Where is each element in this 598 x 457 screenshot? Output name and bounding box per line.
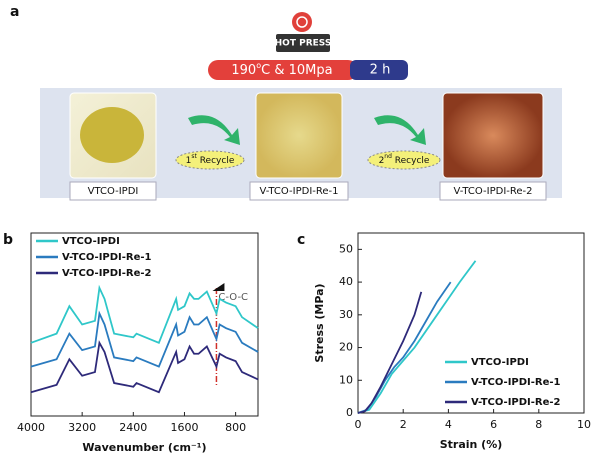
recycle-label: 2nd Recycle <box>379 153 430 166</box>
y-tick-label: 20 <box>339 341 353 354</box>
arrow <box>188 115 240 145</box>
y-tick-label: 0 <box>346 406 353 419</box>
recycle-sup: nd <box>384 153 392 160</box>
sample-box <box>439 181 547 201</box>
panel-label: a <box>10 4 19 20</box>
press-label: HOT PRESS <box>275 39 332 49</box>
sample-label: V-TCO-IPDI-Re-2 <box>453 186 532 197</box>
recycle-number: 1 <box>186 156 192 166</box>
temp-number: 190 <box>231 63 256 78</box>
panel-label: c <box>297 232 305 248</box>
x-tick-label: 0 <box>355 418 362 431</box>
sample-label: V-TCO-IPDI-Re-1 <box>259 186 338 197</box>
series-line <box>357 260 477 414</box>
hot-press-icon: HOT PRESS <box>275 12 332 52</box>
series-line <box>30 310 259 368</box>
y-tick-label: 40 <box>339 275 353 288</box>
recycle-oval <box>367 150 441 170</box>
series-line <box>30 284 259 344</box>
sample-box <box>249 181 349 201</box>
x-tick-label: 4 <box>445 418 452 431</box>
temp-sup: o <box>256 61 261 70</box>
plot-frame <box>30 232 259 417</box>
time-bar <box>350 60 408 80</box>
condition-text: 190oC & 10Mpa <box>231 61 332 78</box>
y-axis-label: Stress (MPa) <box>313 283 326 362</box>
recycle-number: 2 <box>379 156 385 166</box>
sample-label: VTCO-IPDI <box>88 186 139 197</box>
x-tick-label: 4000 <box>17 421 45 434</box>
recycle-rest: Recycle <box>197 156 235 166</box>
y-tick-label: 10 <box>339 373 353 386</box>
panel-label: b <box>3 232 13 248</box>
legend-label: V-TCO-IPDI-Re-2 <box>471 397 561 408</box>
series-line <box>357 291 423 414</box>
arrow <box>374 115 426 145</box>
annotation-marker <box>212 283 225 291</box>
recycle-rest: Recycle <box>392 156 430 166</box>
x-tick-label: 800 <box>225 421 246 434</box>
recycle-sup: st <box>191 153 197 160</box>
x-tick-label: 2400 <box>119 421 147 434</box>
x-tick-label: 10 <box>577 418 591 431</box>
x-tick-label: 6 <box>490 418 497 431</box>
x-tick-label: 1600 <box>170 421 198 434</box>
x-axis-label: Wavenumber (cm⁻¹) <box>82 441 206 454</box>
x-tick-label: 8 <box>535 418 542 431</box>
y-tick-label: 30 <box>339 308 353 321</box>
x-axis-label: Strain (%) <box>440 438 503 451</box>
legend-label: V-TCO-IPDI-Re-1 <box>471 377 561 388</box>
photo <box>442 92 544 179</box>
sample-box <box>69 181 157 201</box>
series-line <box>357 281 452 414</box>
plot-frame <box>357 232 585 414</box>
photo-sample <box>80 107 144 163</box>
time-text: 2 h <box>370 63 391 78</box>
legend-label: V-TCO-IPDI-Re-2 <box>62 268 152 279</box>
condition-bar <box>208 60 358 80</box>
x-tick-label: 2 <box>400 418 407 431</box>
legend-label: VTCO-IPDI <box>62 236 120 247</box>
y-tick-label: 50 <box>339 242 353 255</box>
x-tick-label: 3200 <box>68 421 96 434</box>
legend-label: VTCO-IPDI <box>471 357 529 368</box>
legend-label: V-TCO-IPDI-Re-1 <box>62 252 152 263</box>
annotation-text: C-O-C <box>218 292 248 303</box>
photo <box>255 92 343 179</box>
temp-rest: C & 10Mpa <box>261 63 332 78</box>
recycle-label: 1st Recycle <box>186 153 235 166</box>
series-line <box>30 340 259 394</box>
recycle-oval <box>175 150 245 170</box>
